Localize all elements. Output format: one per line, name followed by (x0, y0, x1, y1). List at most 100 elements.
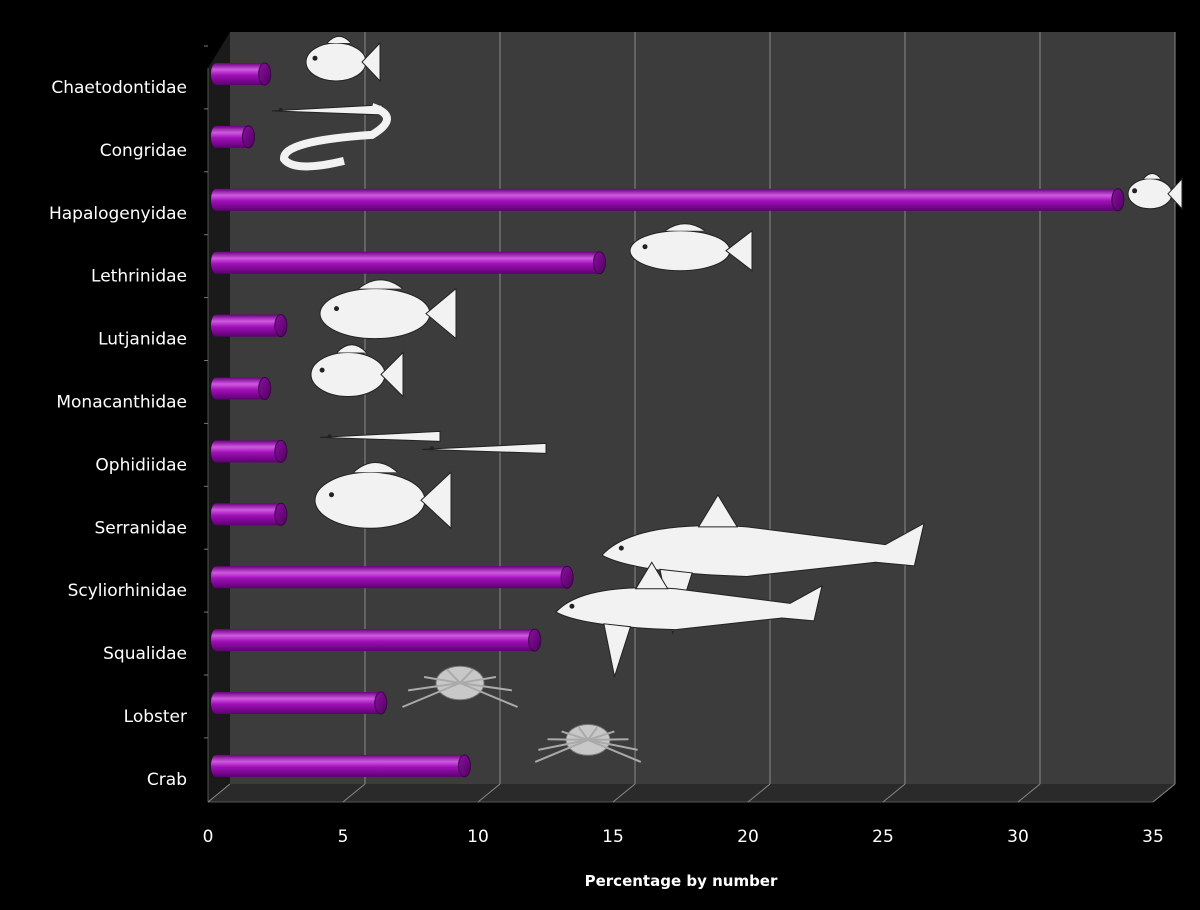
bar-body (216, 188, 1118, 211)
x-tick-label: 5 (338, 827, 349, 847)
illustration-tail (425, 287, 457, 340)
illustration-eye (319, 367, 325, 373)
illustration-body (319, 430, 441, 442)
illustration-fin (1143, 173, 1162, 180)
bar-start-cap (211, 314, 221, 337)
illustration-fin (326, 35, 352, 44)
illustration-body (305, 42, 367, 82)
bar-end-cap (258, 377, 272, 400)
illustration-leg (547, 738, 589, 741)
illustration-body (555, 584, 823, 631)
illustration-leg (587, 730, 615, 741)
category-label: Squalidae (103, 644, 187, 664)
illustrations (271, 35, 1183, 763)
bar-start-cap (211, 125, 221, 148)
illustration-leg (561, 730, 589, 741)
category-label: Lobster (124, 707, 187, 727)
illustration-leg (402, 682, 461, 708)
illustration-leg (407, 682, 461, 692)
bar (211, 62, 272, 86)
left-wall (208, 32, 230, 802)
illustration-fin (697, 494, 739, 528)
bar (211, 188, 1125, 212)
bar-body (216, 503, 281, 526)
illustration-body (1127, 178, 1173, 210)
illustration-leg (423, 675, 461, 684)
illustration-body (319, 288, 431, 340)
x-tick-label: 30 (1007, 827, 1029, 847)
bar-body (216, 63, 265, 85)
conger-eel-illustration (271, 103, 391, 171)
bar-body (216, 629, 535, 652)
bar-body (216, 251, 600, 274)
illustration-fin (336, 344, 367, 353)
illustration-leg (587, 738, 629, 741)
bar (211, 754, 471, 778)
bars (211, 62, 1125, 778)
bar-end-cap (593, 251, 606, 275)
illustration-leg (459, 682, 518, 708)
illustration-tail (380, 351, 404, 398)
gridline-foot (882, 783, 906, 803)
illustration-fin (664, 223, 706, 232)
bar-end-cap (458, 754, 471, 778)
category-label: Scyliorhinidae (68, 581, 187, 601)
bar-end-cap (560, 565, 574, 589)
gridline-foot (747, 783, 771, 803)
illustration-body (629, 230, 731, 272)
catshark-illustration (601, 494, 925, 636)
illustration-tail (725, 229, 753, 272)
bar (211, 251, 606, 275)
category-labels: Chaetodontidae Congridae Hapalogenyidae Let… (49, 78, 187, 790)
bar-end-cap (242, 125, 255, 149)
bar (211, 502, 288, 526)
illustration-tail (361, 41, 381, 83)
bar-end-cap (374, 691, 388, 715)
bar (211, 439, 288, 463)
bar-end-cap (274, 314, 288, 338)
illustration-eye (334, 306, 339, 312)
emperor-fish-illustration (629, 223, 753, 272)
bar-body (216, 440, 281, 463)
spiny-lobster-illustration (402, 665, 518, 708)
category-label: Monacanthidae (56, 393, 187, 413)
illustration-eye (1132, 188, 1138, 194)
bar (211, 314, 288, 338)
illustration-eye (278, 107, 283, 112)
x-tick-label: 35 (1142, 827, 1164, 847)
gridline-foot (207, 783, 231, 803)
gridline-foot (1017, 783, 1041, 803)
dogfish-illustration (555, 561, 823, 679)
bar-start-cap (211, 692, 221, 714)
bar-start-cap (211, 566, 221, 589)
butterflyfish-illustration (305, 35, 381, 83)
category-label: Lethrinidae (91, 267, 187, 287)
crab-illustration (534, 724, 642, 763)
illustration-leg (459, 675, 497, 684)
x-tick-label: 20 (737, 827, 759, 847)
bar-body (216, 692, 381, 714)
illustration-body (314, 471, 426, 529)
grunt-illustration (1127, 173, 1183, 211)
bar (211, 691, 388, 715)
illustration-leg (534, 738, 589, 763)
x-tick-label: 25 (872, 827, 894, 847)
illustration-tail (1167, 177, 1183, 211)
bar (211, 628, 542, 652)
plot-background (207, 32, 1175, 803)
gridline-foot (612, 783, 636, 803)
bar-start-cap (211, 188, 221, 211)
bar-end-cap (274, 439, 288, 463)
bar-end-cap (258, 62, 272, 86)
illustration-leg (459, 682, 513, 692)
illustration-eye (569, 603, 575, 609)
gridlines (204, 32, 1176, 803)
illustration-coil (280, 103, 391, 171)
illustration-leg (538, 738, 589, 751)
illustration-eye (327, 434, 332, 439)
bar-body (216, 314, 281, 337)
bar-body (216, 566, 568, 589)
bar-start-cap (211, 440, 221, 463)
bar-body (216, 125, 249, 148)
illustration-leg (587, 726, 598, 741)
